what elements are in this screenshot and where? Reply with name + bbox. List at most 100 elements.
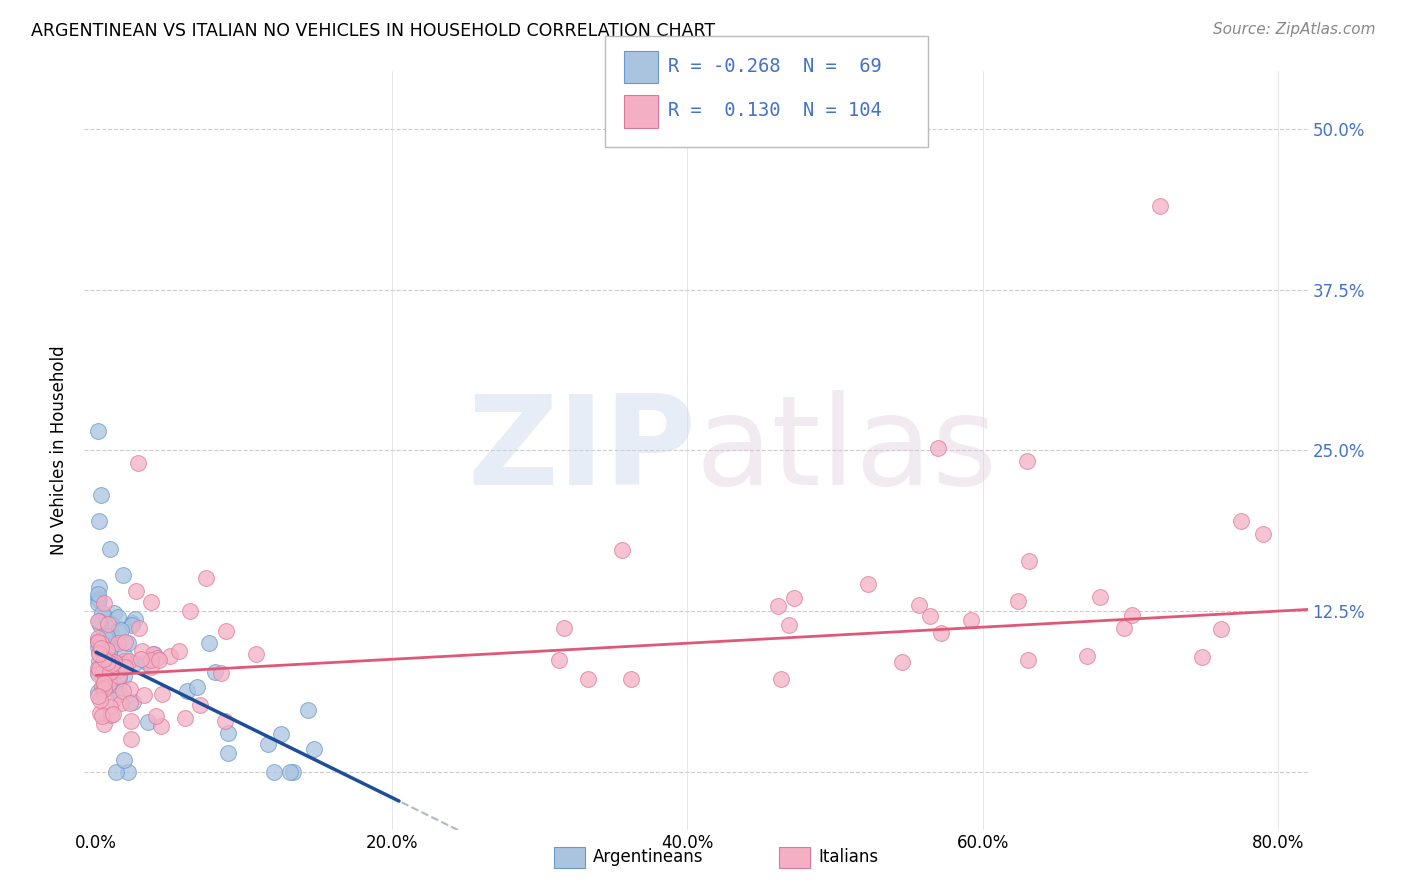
- Point: [169, 643, 191, 657]
- Point: [120, 714, 142, 728]
- Point: [90, 708, 112, 723]
- Point: [103, 656, 125, 670]
- Point: [91, 681, 114, 695]
- Point: [100, 624, 122, 639]
- Point: [93, 716, 115, 731]
- Point: [105, 664, 128, 678]
- Point: [1007, 594, 1029, 608]
- Point: [86, 614, 108, 628]
- Point: [1121, 607, 1143, 622]
- Point: [118, 696, 141, 710]
- Point: [107, 636, 129, 650]
- Point: [112, 683, 135, 698]
- Point: [86, 634, 108, 648]
- Point: [117, 764, 139, 779]
- Point: [124, 612, 146, 626]
- Point: [131, 644, 153, 658]
- Point: [107, 610, 129, 624]
- Point: [782, 591, 804, 606]
- Text: ARGENTINEAN VS ITALIAN NO VEHICLES IN HOUSEHOLD CORRELATION CHART: ARGENTINEAN VS ITALIAN NO VEHICLES IN HO…: [31, 22, 716, 40]
- Y-axis label: No Vehicles in Household: No Vehicles in Household: [51, 345, 69, 556]
- Point: [918, 609, 941, 624]
- Point: [186, 680, 208, 694]
- Point: [86, 661, 108, 675]
- Point: [87, 646, 110, 660]
- Point: [217, 746, 239, 760]
- Point: [135, 655, 157, 669]
- Point: [1088, 590, 1111, 604]
- Point: [1112, 621, 1135, 635]
- Point: [110, 624, 132, 638]
- Point: [891, 655, 914, 669]
- Point: [270, 727, 292, 741]
- Point: [87, 662, 110, 676]
- Point: [121, 616, 143, 631]
- Point: [87, 592, 110, 607]
- Point: [176, 683, 198, 698]
- Point: [105, 764, 128, 779]
- Point: [929, 625, 952, 640]
- Point: [778, 618, 800, 632]
- Point: [89, 654, 111, 668]
- Point: [97, 673, 120, 687]
- Point: [93, 675, 115, 690]
- Point: [98, 665, 121, 680]
- Point: [769, 672, 792, 686]
- Point: [87, 648, 110, 662]
- Point: [1191, 649, 1213, 664]
- Point: [112, 669, 135, 683]
- Point: [86, 685, 108, 699]
- Point: [146, 651, 169, 665]
- Text: Argentineans: Argentineans: [593, 848, 704, 866]
- Point: [1076, 648, 1098, 663]
- Point: [86, 591, 108, 606]
- Point: [128, 622, 150, 636]
- Point: [94, 676, 117, 690]
- Point: [101, 706, 124, 721]
- Point: [89, 692, 111, 706]
- Point: [139, 653, 162, 667]
- Point: [121, 618, 143, 632]
- Point: [86, 640, 108, 655]
- Point: [89, 514, 111, 528]
- Point: [87, 635, 110, 649]
- Point: [139, 595, 162, 609]
- Point: [98, 675, 121, 690]
- Point: [141, 659, 163, 673]
- Point: [100, 640, 122, 655]
- Point: [553, 621, 575, 635]
- Point: [96, 643, 118, 657]
- Point: [89, 706, 111, 721]
- Point: [150, 719, 173, 733]
- Text: ZIP: ZIP: [467, 390, 696, 511]
- Point: [104, 678, 127, 692]
- Point: [280, 764, 302, 779]
- Point: [1015, 454, 1038, 468]
- Point: [86, 596, 108, 610]
- Point: [101, 657, 124, 672]
- Point: [91, 638, 114, 652]
- Point: [86, 633, 108, 648]
- Point: [107, 622, 129, 636]
- Point: [97, 655, 120, 669]
- Point: [117, 636, 139, 650]
- Point: [907, 598, 929, 612]
- Point: [89, 618, 111, 632]
- Point: [125, 583, 148, 598]
- Point: [90, 488, 112, 502]
- Point: [304, 742, 326, 756]
- Point: [257, 737, 280, 751]
- Point: [114, 659, 136, 673]
- Point: [97, 616, 120, 631]
- Point: [1149, 199, 1171, 213]
- Point: [768, 599, 790, 613]
- Point: [112, 654, 135, 668]
- Point: [148, 653, 170, 667]
- Point: [131, 652, 153, 666]
- Point: [94, 630, 117, 644]
- Point: [159, 649, 181, 664]
- Point: [620, 673, 643, 687]
- Point: [87, 632, 110, 646]
- Point: [114, 635, 136, 649]
- Text: Italians: Italians: [818, 848, 879, 866]
